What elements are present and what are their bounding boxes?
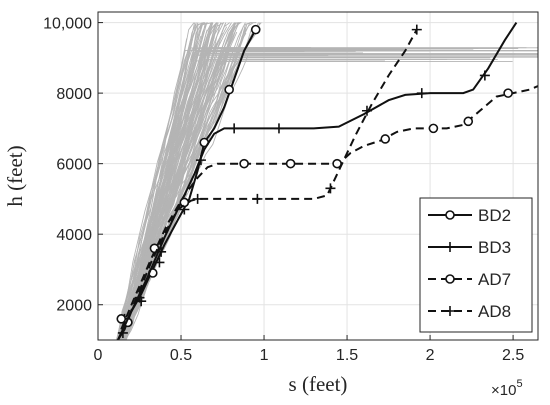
series-marker-ad7: [463, 116, 474, 127]
series-marker-ad8: [136, 296, 147, 307]
x-tick-label: 1.5: [336, 347, 358, 364]
series-marker-bd3: [195, 155, 206, 166]
x-tick-label: 2: [426, 347, 435, 364]
x-axis-ticks: 0 0.5 1 1.5 2 2.5: [94, 335, 524, 364]
series-marker-ad8: [117, 327, 128, 338]
x-axis-title: s (feet): [289, 372, 348, 396]
background-trajectory: [118, 22, 212, 340]
y-tick-label: 10,000: [43, 16, 92, 33]
legend-items: BD2 BD3 AD7 AD8: [428, 206, 511, 321]
y-tick-label: 8000: [56, 86, 92, 103]
legend-marker-ad7: [445, 274, 455, 284]
series-marker-bd2: [250, 24, 261, 35]
x-axis-multiplier: ×105: [491, 378, 523, 399]
series-marker-ad8: [252, 193, 263, 204]
x-tick-label: 2.5: [502, 347, 524, 364]
series-marker-ad7: [380, 134, 391, 144]
series-marker-ad7: [285, 158, 296, 169]
series-layer: [116, 22, 538, 340]
series-marker-ad8: [411, 24, 422, 35]
y-tick-label: 2000: [56, 298, 92, 315]
background-trajectory: [119, 38, 188, 340]
series-marker-ad8: [192, 193, 203, 204]
y-axis-title: h (feet): [3, 145, 27, 206]
y-tick-label: 6000: [56, 157, 92, 174]
series-marker-bd3: [229, 123, 240, 134]
legend-marker-bd2: [445, 210, 455, 220]
series-marker-bd3: [416, 88, 427, 99]
legend-label-ad7: AD7: [478, 270, 511, 289]
series-marker-bd3: [479, 70, 490, 81]
series-marker-ad7: [179, 197, 190, 208]
x-axis-multiplier-exponent: 5: [516, 378, 522, 390]
legend-label-ad8: AD8: [478, 302, 511, 321]
series-marker-ad8: [156, 246, 167, 257]
x-tick-label: 1: [260, 347, 269, 364]
series-marker-bd2: [224, 84, 234, 95]
y-tick-label: 4000: [56, 227, 92, 244]
x-axis-multiplier-base: ×10: [491, 382, 516, 399]
x-tick-label: 0.5: [170, 347, 192, 364]
series-marker-ad7: [239, 158, 249, 169]
plot-frame: [97, 11, 539, 341]
series-marker-bd3: [154, 257, 165, 268]
legend-marker-ad8: [445, 306, 455, 316]
legend-marker-bd3: [445, 242, 455, 252]
series-marker-ad7: [428, 123, 439, 134]
series-marker-bd3: [361, 105, 372, 116]
x-tick-label: 0: [94, 347, 103, 364]
series-marker-ad7: [116, 314, 127, 324]
background-trajectory: [116, 37, 192, 340]
series-marker-ad8: [325, 183, 336, 194]
series-marker-bd3: [273, 123, 284, 134]
legend: BD2 BD3 AD7 AD8: [419, 197, 533, 333]
legend-label-bd2: BD2: [478, 206, 511, 225]
series-marker-ad7: [503, 88, 513, 98]
y-axis-ticks: 2000 4000 6000 8000 10,000: [43, 16, 103, 315]
legend-label-bd3: BD3: [478, 238, 511, 257]
background-trajectory: [117, 22, 242, 340]
legend-box: [419, 197, 533, 333]
series-line-ad8: [116, 29, 418, 340]
